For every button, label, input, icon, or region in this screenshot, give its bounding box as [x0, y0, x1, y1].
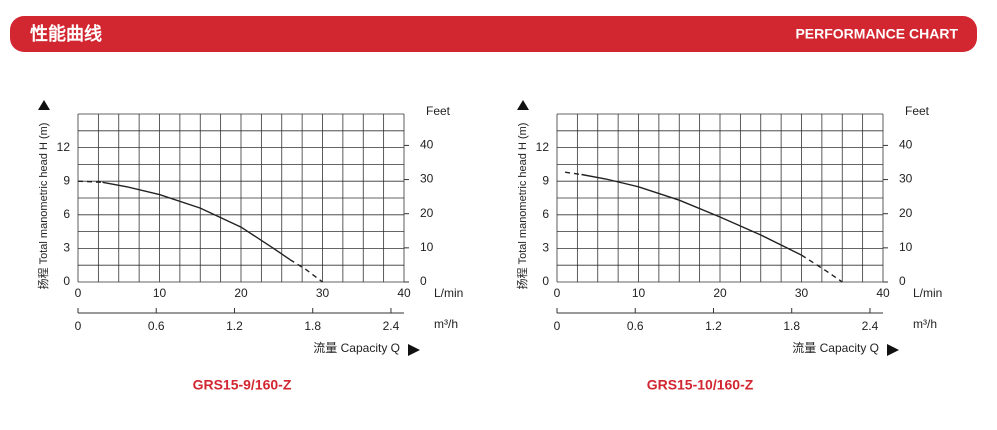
x2-tick-label: 1.2	[705, 319, 722, 333]
x2-tick-label: 0	[554, 319, 561, 333]
y-axis-label: 扬程 Total manometric head H (m)	[515, 123, 529, 290]
y2-tick-label: 10	[420, 240, 434, 254]
y2-tick-label: 20	[420, 206, 434, 220]
y-tick-label: 6	[63, 207, 70, 221]
y2-tick-label: 0	[899, 274, 906, 288]
chart-title: GRS15-9/160-Z	[193, 377, 292, 393]
y-tick-label: 9	[542, 173, 549, 187]
x2-tick-label: 2.4	[862, 319, 879, 333]
x-tick-label: 10	[632, 286, 646, 300]
x2-tick-label: 0	[75, 319, 82, 333]
x-tick-label: 30	[316, 286, 330, 300]
chart-title: GRS15-10/160-Z	[647, 377, 754, 393]
y2-tick-label: 40	[420, 138, 434, 152]
y2-tick-label: 30	[420, 172, 434, 186]
y-tick-label: 9	[63, 173, 70, 187]
y2-tick-label: 30	[899, 172, 913, 186]
y-tick-label: 12	[57, 140, 71, 154]
y2-tick-label: 20	[899, 206, 913, 220]
x2-tick-label: 1.2	[226, 319, 243, 333]
curve	[289, 259, 323, 283]
x-caption: 流量 Capacity Q	[313, 341, 400, 355]
y-tick-label: 0	[63, 274, 70, 288]
x-tick-label: 40	[397, 286, 411, 300]
x-axis-arrow	[887, 344, 899, 356]
y2-tick-label: 40	[899, 138, 913, 152]
x-axis-label: L/min	[434, 286, 463, 300]
x-tick-label: 0	[554, 286, 561, 300]
curve	[102, 181, 291, 261]
x-tick-label: 20	[234, 286, 248, 300]
y2-tick-label: 0	[420, 274, 427, 288]
y2-axis-label: Feet	[426, 104, 451, 118]
y-tick-label: 3	[63, 241, 70, 255]
y2-tick-label: 10	[899, 240, 913, 254]
y-axis-label: 扬程 Total manometric head H (m)	[36, 123, 50, 290]
curve	[801, 254, 843, 283]
header-bar	[10, 16, 977, 52]
x-tick-label: 10	[153, 286, 167, 300]
y-tick-label: 3	[542, 241, 549, 255]
x2-tick-label: 0.6	[627, 319, 644, 333]
x2-axis-label: m³/h	[913, 317, 937, 331]
x-axis-label: L/min	[913, 286, 942, 300]
y-tick-label: 0	[542, 274, 549, 288]
curve	[77, 180, 103, 183]
x-tick-label: 0	[75, 286, 82, 300]
header-title-cn: 性能曲线	[30, 23, 102, 44]
y-axis-arrow	[517, 100, 529, 110]
x-tick-label: 40	[876, 286, 890, 300]
x-tick-label: 20	[713, 286, 727, 300]
x2-axis-label: m³/h	[434, 317, 458, 331]
x-caption: 流量 Capacity Q	[792, 341, 879, 355]
header-title-en: PERFORMANCE CHART	[795, 26, 958, 42]
y-tick-label: 6	[542, 207, 549, 221]
curve	[581, 173, 802, 256]
x2-tick-label: 2.4	[383, 319, 400, 333]
x-tick-label: 30	[795, 286, 809, 300]
x-axis-arrow	[408, 344, 420, 356]
y-axis-arrow	[38, 100, 50, 110]
y2-axis-label: Feet	[905, 104, 930, 118]
x2-tick-label: 1.8	[783, 319, 800, 333]
curve	[565, 171, 582, 176]
x2-tick-label: 1.8	[304, 319, 321, 333]
x2-tick-label: 0.6	[148, 319, 165, 333]
y-tick-label: 12	[536, 140, 550, 154]
